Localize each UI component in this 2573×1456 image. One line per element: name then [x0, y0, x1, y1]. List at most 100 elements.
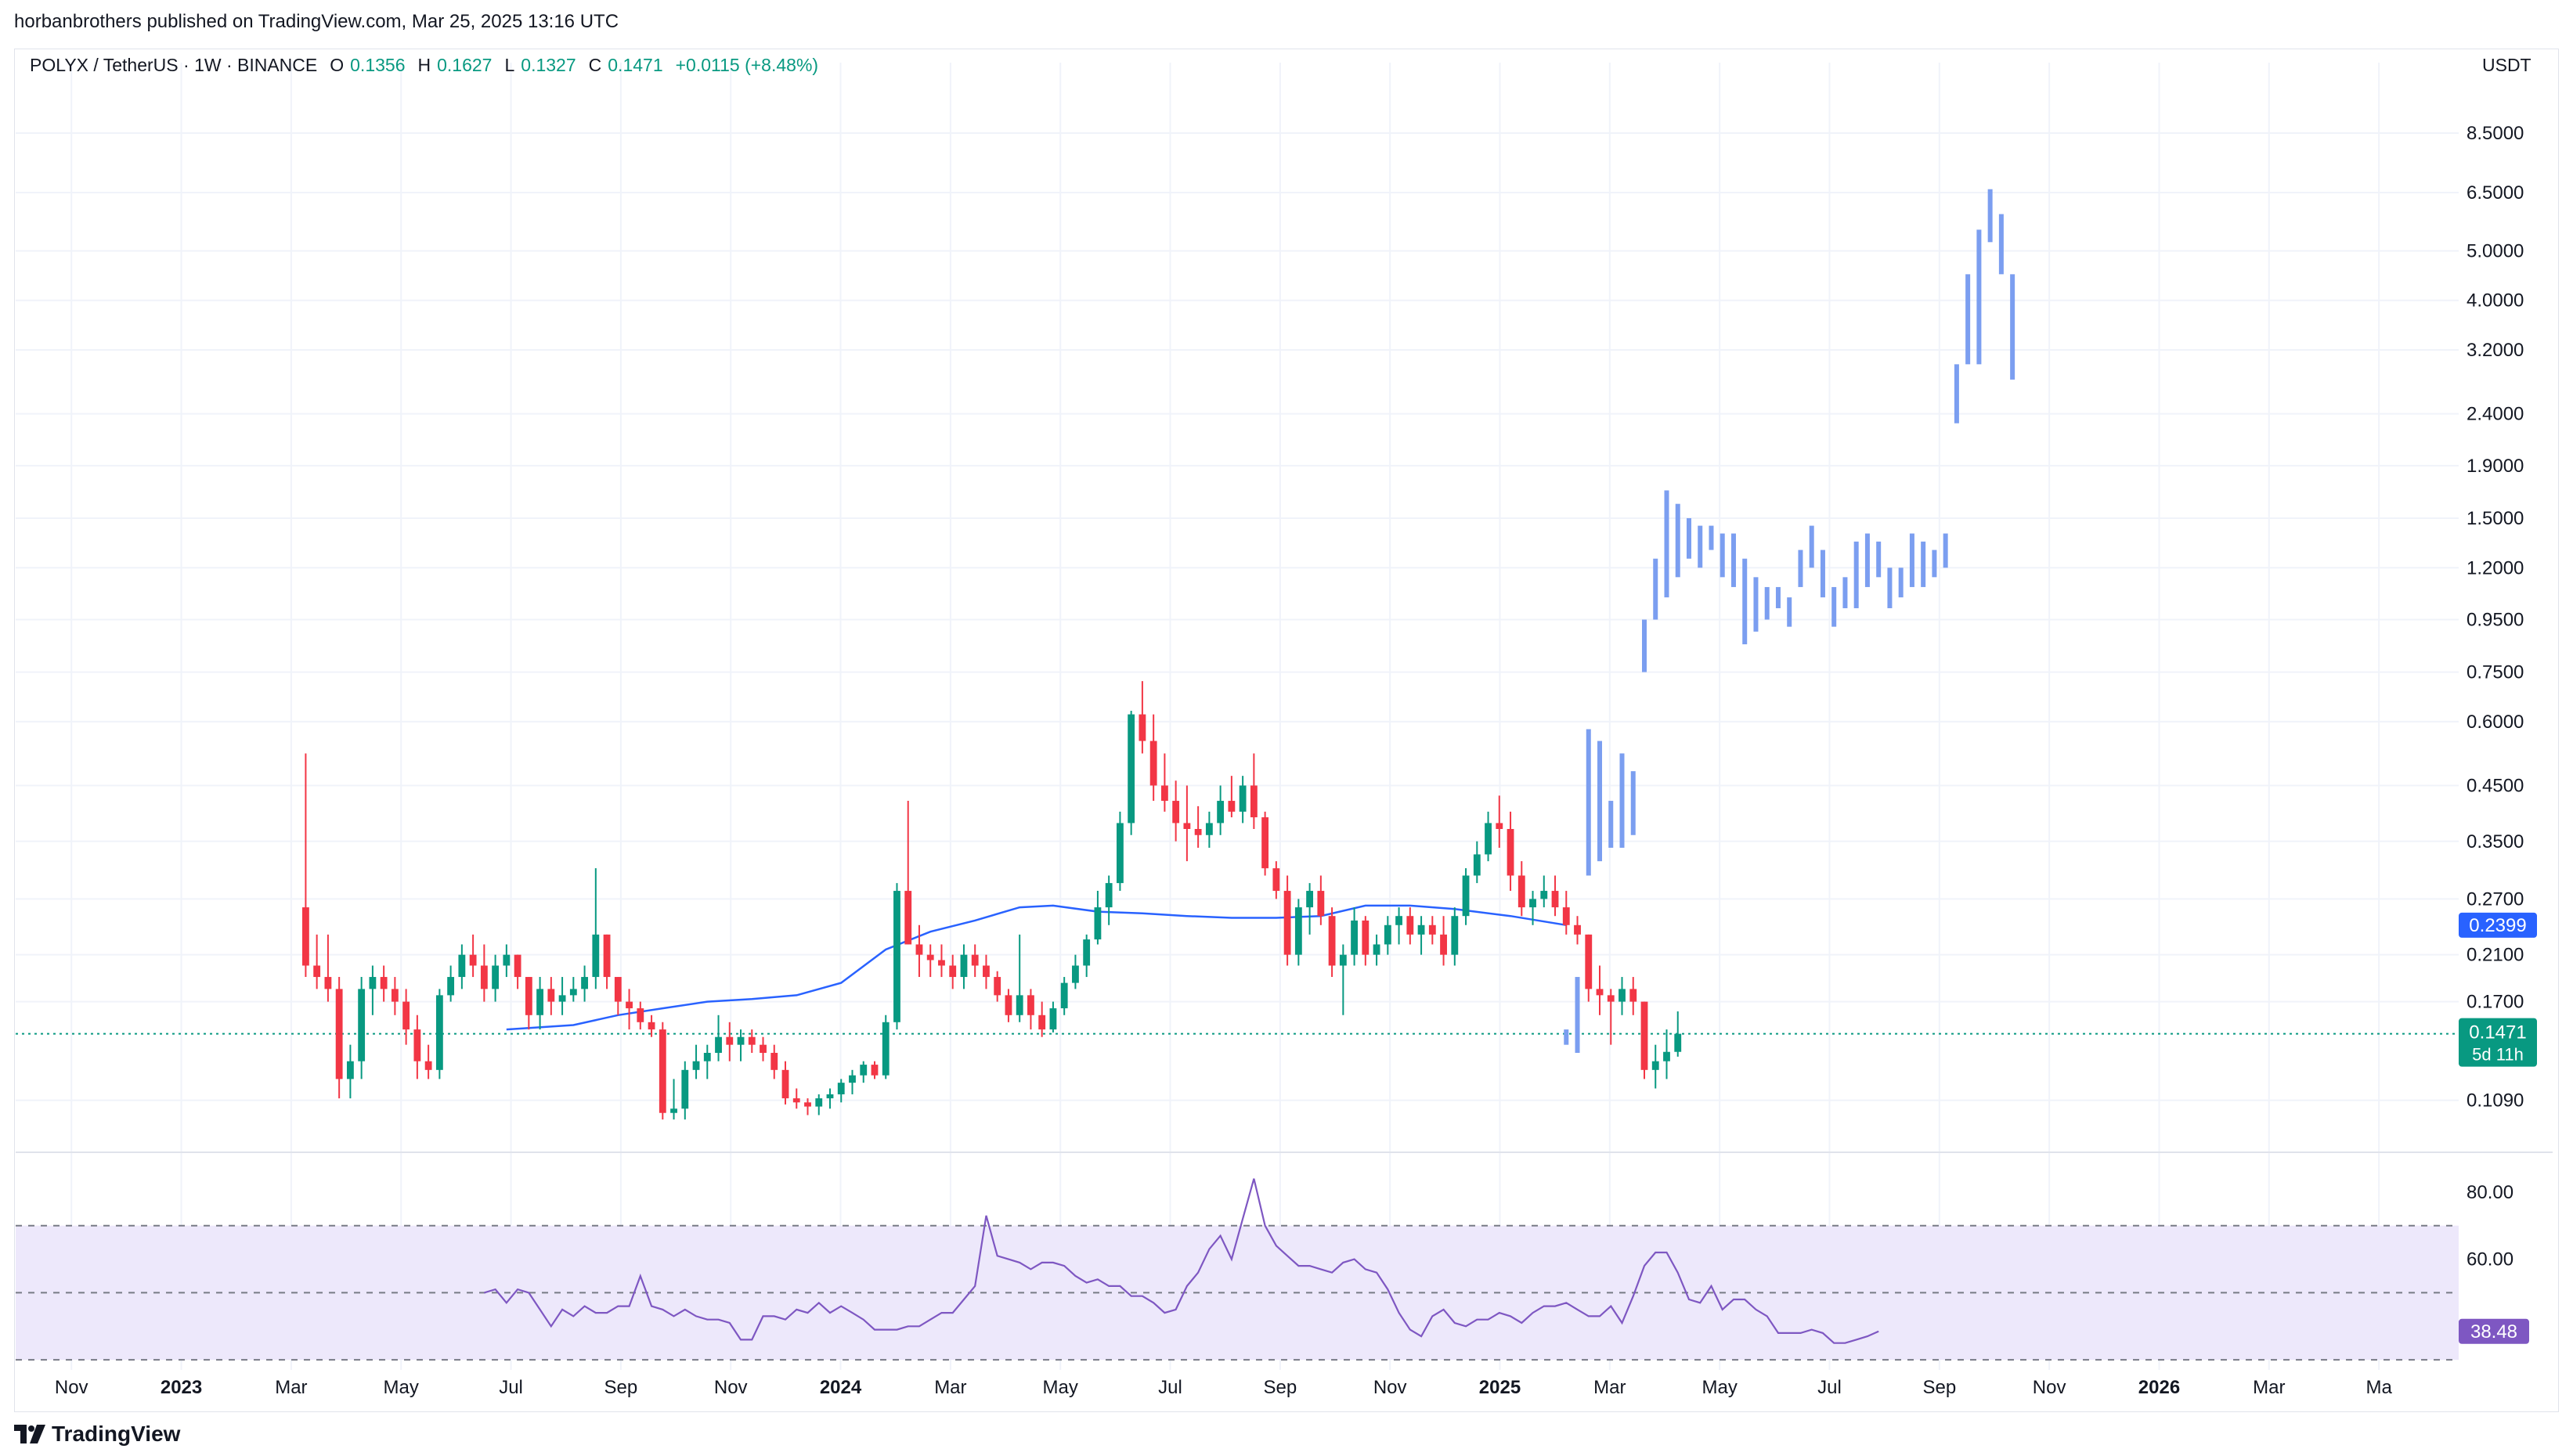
candle: [1105, 875, 1113, 925]
candle-body: [1160, 785, 1168, 802]
projection-bar: [1909, 533, 1914, 587]
countdown-label: 5d 11h: [2472, 1045, 2524, 1065]
candle: [1172, 780, 1180, 842]
projection-bar: [1686, 517, 1691, 559]
candle-body: [994, 977, 1001, 996]
candle: [938, 944, 945, 978]
candle: [994, 971, 1001, 1002]
price-tick-label: 0.2700: [2467, 888, 2524, 910]
candle-body: [1205, 823, 1213, 835]
candle: [301, 753, 309, 978]
projection-bar: [1965, 274, 1971, 365]
candle: [1473, 841, 1481, 884]
candle: [1596, 965, 1604, 1015]
projection-bar: [1653, 558, 1658, 620]
candle: [1228, 776, 1236, 818]
candle: [514, 954, 521, 989]
candle-body: [1016, 995, 1023, 1015]
candle-body: [369, 977, 377, 989]
price-tick-label: 0.1700: [2467, 992, 2524, 1013]
price-tick-label: 0.7500: [2467, 662, 2524, 683]
ma-line: [506, 904, 1567, 1031]
high-value: 0.1627: [437, 55, 493, 75]
candle-body: [1183, 823, 1191, 830]
candle-body: [614, 977, 622, 1002]
candle-body: [301, 907, 309, 966]
candle-body: [469, 954, 477, 966]
candle: [1272, 861, 1280, 899]
projection-bar: [1842, 577, 1848, 608]
candle-body: [938, 960, 945, 966]
projection-bar: [1564, 1029, 1569, 1045]
symbol-name[interactable]: POLYX / TetherUS · 1W · BINANCE: [30, 55, 318, 75]
candle: [1574, 916, 1581, 945]
candle: [949, 954, 957, 989]
candle-body: [1139, 714, 1146, 741]
candle-body: [1651, 1061, 1659, 1070]
candle: [503, 944, 511, 978]
candle: [760, 1036, 767, 1061]
candle: [1306, 883, 1314, 935]
price-tick-label: 0.1090: [2467, 1090, 2524, 1112]
candle: [715, 1015, 722, 1061]
candle-body: [1306, 891, 1314, 908]
candle: [1005, 989, 1012, 1022]
candle: [435, 989, 443, 1079]
candle-body: [1596, 989, 1604, 996]
candle: [614, 977, 622, 1015]
candle: [781, 1061, 789, 1105]
candle: [1339, 944, 1347, 1015]
candle: [1384, 916, 1391, 955]
candle-body: [435, 995, 443, 1070]
candle: [592, 868, 600, 989]
candle: [1373, 934, 1380, 966]
candle-body: [447, 977, 455, 996]
rsi-line: [484, 1178, 1879, 1344]
candle: [536, 977, 544, 1030]
candle: [737, 1029, 745, 1061]
candle-body: [1663, 1051, 1670, 1061]
candle-body: [692, 1061, 700, 1070]
candle-body: [1395, 916, 1402, 925]
candle-body: [525, 977, 532, 1015]
candle: [904, 801, 912, 945]
candle: [1283, 875, 1291, 966]
candle: [804, 1098, 811, 1115]
low-label: L: [504, 55, 515, 75]
candle-body: [514, 954, 521, 978]
candle-body: [558, 995, 566, 1002]
candle: [648, 1015, 655, 1037]
candle: [558, 977, 566, 1015]
candle-body: [458, 954, 466, 978]
time-tick-label: Mar: [275, 1377, 307, 1398]
symbol-legend[interactable]: POLYX / TetherUS · 1W · BINANCE O 0.1356 …: [30, 55, 818, 76]
chart-pane[interactable]: [14, 49, 2559, 1412]
tradingview-logo[interactable]: TradingView: [14, 1422, 180, 1447]
candle-body: [1562, 907, 1570, 925]
projection-bar: [1753, 577, 1759, 632]
price-tick-label: 0.9500: [2467, 610, 2524, 631]
candle-body: [904, 891, 912, 945]
candle: [1562, 891, 1570, 935]
candle-body: [1194, 829, 1202, 835]
candle: [358, 977, 366, 1079]
candle-body: [324, 977, 332, 989]
candle: [770, 1044, 778, 1079]
candle: [692, 1044, 700, 1079]
candle: [1038, 1001, 1046, 1037]
candle-body: [1239, 785, 1247, 812]
candle-body: [837, 1083, 845, 1094]
projection-bar: [2010, 274, 2015, 380]
candle-body: [849, 1075, 856, 1083]
last-price-badge: [2459, 1018, 2537, 1067]
projection-bar: [1998, 214, 2004, 275]
moving-average-line: [506, 904, 1567, 1031]
candle-body: [659, 1029, 666, 1113]
price-tick-label: 3.2000: [2467, 340, 2524, 361]
currency-label[interactable]: USDT: [2482, 55, 2532, 75]
projection-bar: [1876, 541, 1882, 578]
candle-body: [503, 954, 511, 966]
candle: [1529, 891, 1536, 925]
time-tick-label: 2024: [820, 1377, 862, 1398]
